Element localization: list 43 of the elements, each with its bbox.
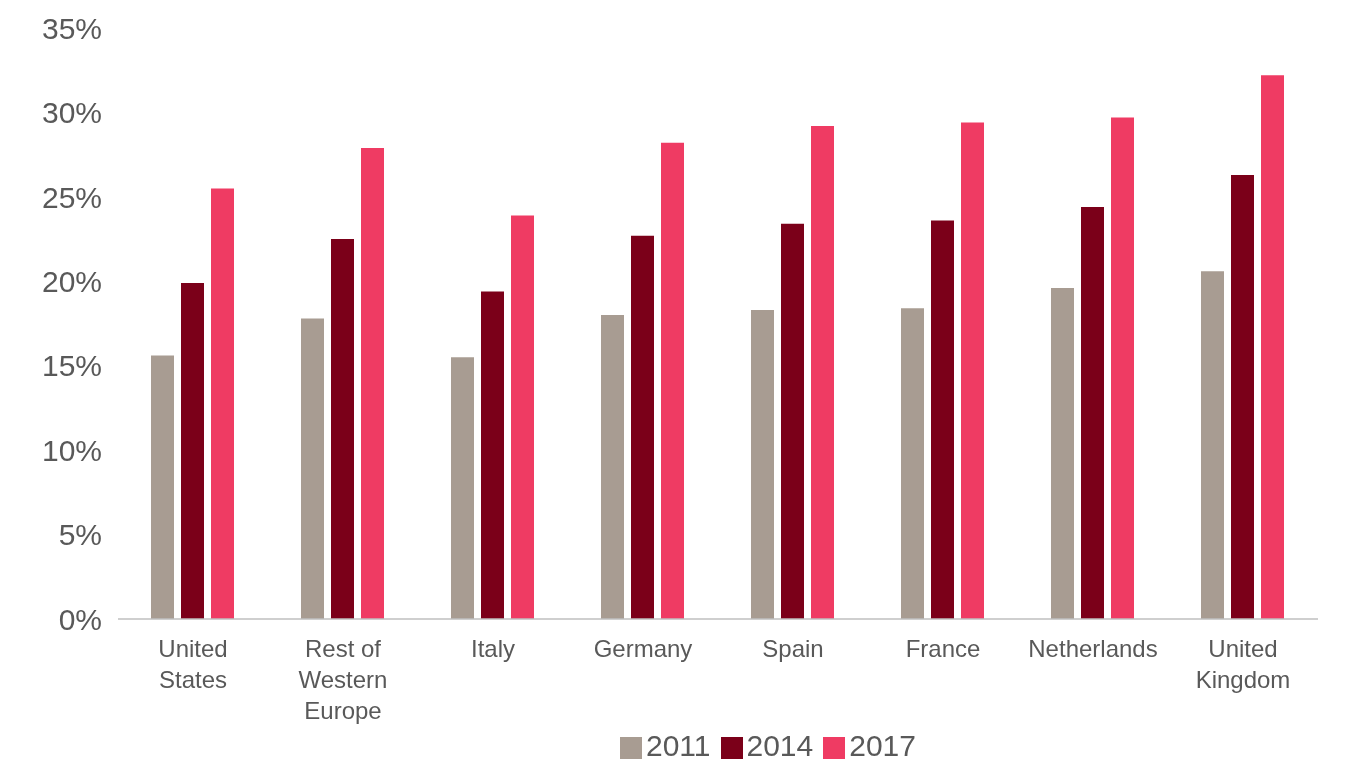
bar (1231, 174, 1254, 619)
x-tick-label: France (905, 635, 981, 662)
bar (1081, 206, 1104, 619)
bar (181, 282, 204, 619)
bar (781, 223, 804, 619)
bar (601, 315, 624, 619)
x-tick-label: United States (158, 635, 228, 693)
bar (451, 357, 474, 619)
bar (901, 308, 924, 619)
y-tick-label: 30% (41, 96, 102, 130)
bar (751, 309, 774, 619)
bar (361, 147, 384, 619)
bar (511, 215, 534, 619)
bar (931, 220, 954, 619)
bar (151, 355, 174, 619)
y-tick-label: 35% (41, 11, 102, 45)
bar (211, 188, 234, 619)
bar (661, 142, 684, 619)
y-tick-label: 5% (58, 518, 102, 552)
legend-label: 2014 (746, 729, 814, 762)
y-tick-label: 10% (41, 433, 102, 467)
y-tick-label: 0% (58, 602, 102, 636)
x-tick-label: Spain (762, 635, 824, 662)
bar (1261, 75, 1284, 619)
y-tick-label: 15% (41, 349, 102, 383)
bar (811, 125, 834, 619)
bar (1051, 288, 1074, 619)
bar (961, 122, 984, 619)
legend-label: 2011 (645, 729, 711, 762)
bar (331, 239, 354, 619)
x-tick-label: Netherlands (1028, 635, 1158, 662)
x-tick-label: Germany (593, 635, 693, 662)
x-tick-label: United Kingdom (1195, 635, 1291, 693)
bar (481, 291, 504, 619)
y-tick-label: 20% (41, 264, 102, 298)
bar (1201, 271, 1224, 619)
y-tick-label: 25% (41, 180, 102, 214)
x-tick-label: Rest of Western Europe (298, 635, 388, 724)
legend-label: 2017 (849, 729, 916, 762)
bar (1111, 117, 1134, 619)
x-tick-label: Italy (470, 635, 516, 662)
bar (301, 318, 324, 619)
bar (631, 235, 654, 619)
